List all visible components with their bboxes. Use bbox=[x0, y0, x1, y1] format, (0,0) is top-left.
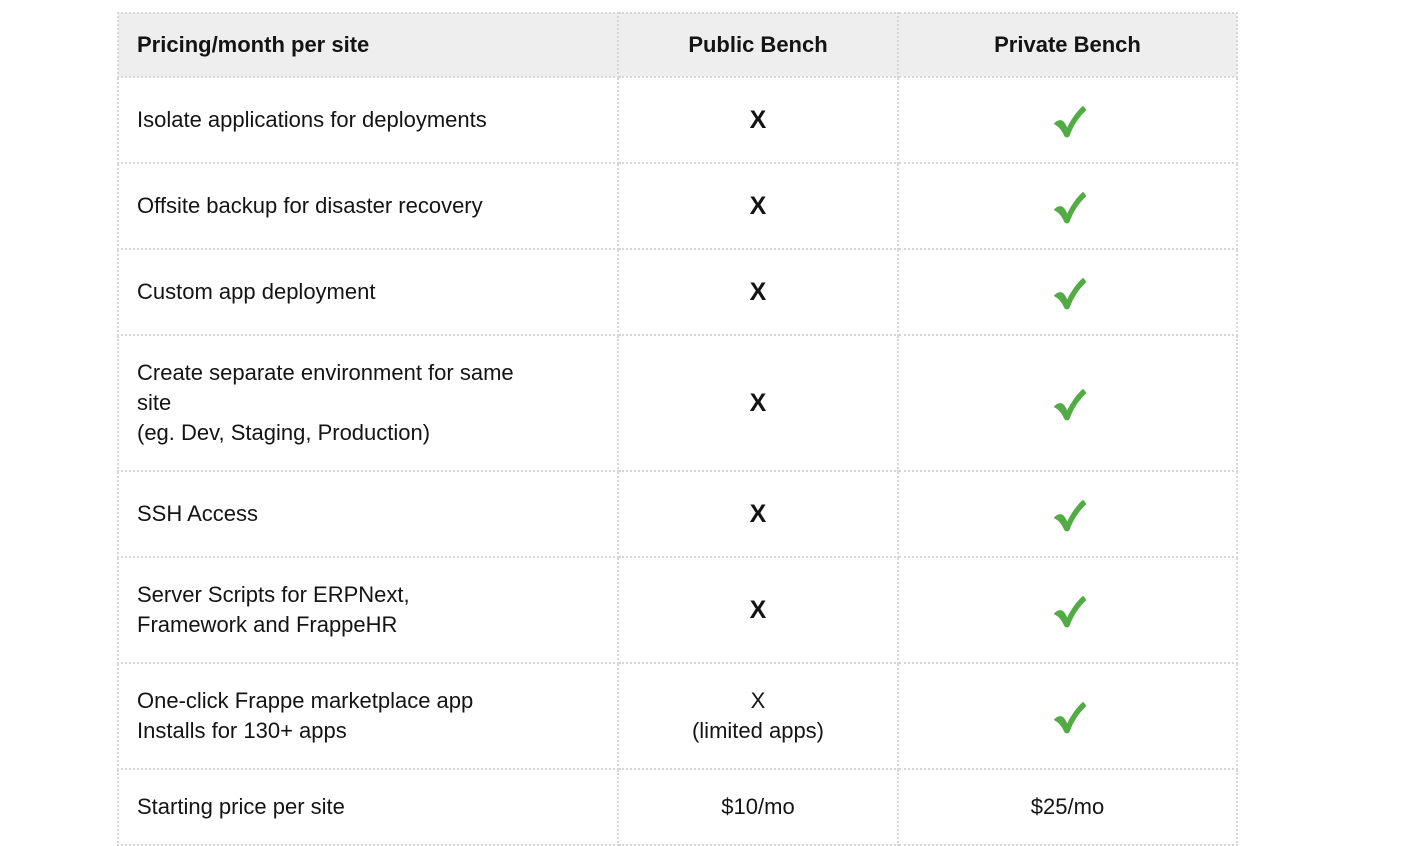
price-value: $25/mo bbox=[1030, 794, 1105, 819]
table-header: Pricing/month per site Public Bench Priv… bbox=[117, 12, 1238, 78]
cross-icon: X bbox=[749, 595, 767, 624]
feature-cell: Offsite backup for disaster recovery bbox=[117, 162, 619, 250]
check-icon bbox=[1053, 105, 1086, 138]
pricing-comparison-section: Pricing/month per site Public Bench Priv… bbox=[117, 12, 1238, 846]
cross-icon: X bbox=[749, 191, 767, 220]
cross-icon: X bbox=[749, 388, 767, 417]
private-bench-cell bbox=[897, 76, 1238, 164]
private-bench-cell bbox=[897, 334, 1238, 472]
check-icon bbox=[1053, 595, 1086, 628]
table-row: One-click Frappe marketplace app Installs… bbox=[117, 662, 1238, 770]
feature-cell: Custom app deployment bbox=[117, 248, 619, 336]
price-value: $10/mo bbox=[721, 794, 795, 819]
private-bench-column-header: Private Bench bbox=[897, 12, 1238, 78]
table-row: Offsite backup for disaster recovery X bbox=[117, 162, 1238, 250]
check-icon bbox=[1053, 701, 1086, 734]
private-bench-cell bbox=[897, 162, 1238, 250]
private-bench-cell bbox=[897, 470, 1238, 558]
cross-icon: X bbox=[749, 499, 767, 528]
check-icon bbox=[1053, 191, 1086, 224]
table-body: Isolate applications for deployments X Off… bbox=[117, 76, 1238, 846]
public-bench-cell: X bbox=[617, 556, 899, 664]
public-bench-cell: X bbox=[617, 162, 899, 250]
header-row: Pricing/month per site Public Bench Priv… bbox=[117, 12, 1238, 78]
feature-cell: Isolate applications for deployments bbox=[117, 76, 619, 164]
feature-cell: Server Scripts for ERPNext, Framework and… bbox=[117, 556, 619, 664]
table-row: Custom app deployment X bbox=[117, 248, 1238, 336]
feature-cell: One-click Frappe marketplace app Installs… bbox=[117, 662, 619, 770]
private-bench-cell: $25/mo bbox=[897, 768, 1238, 846]
pricing-table: Pricing/month per site Public Bench Priv… bbox=[117, 12, 1238, 846]
table-row: Starting price per site $10/mo $25/mo bbox=[117, 768, 1238, 846]
check-icon bbox=[1053, 277, 1086, 310]
public-bench-cell: X bbox=[617, 334, 899, 472]
table-row: Create separate environment for same site… bbox=[117, 334, 1238, 472]
public-bench-cell: X bbox=[617, 470, 899, 558]
table-row: SSH Access X bbox=[117, 470, 1238, 558]
private-bench-cell bbox=[897, 248, 1238, 336]
feature-cell: SSH Access bbox=[117, 470, 619, 558]
cross-note: (limited apps) bbox=[691, 718, 825, 743]
table-row: Server Scripts for ERPNext, Framework and… bbox=[117, 556, 1238, 664]
feature-cell: Starting price per site bbox=[117, 768, 619, 846]
cross-icon: X bbox=[749, 105, 767, 134]
private-bench-cell bbox=[897, 662, 1238, 770]
table-row: Isolate applications for deployments X bbox=[117, 76, 1238, 164]
public-bench-cell: X (limited apps) bbox=[617, 662, 899, 770]
cross-icon: X bbox=[750, 688, 766, 713]
public-bench-cell: $10/mo bbox=[617, 768, 899, 846]
feature-column-header: Pricing/month per site bbox=[117, 12, 619, 78]
check-icon bbox=[1053, 388, 1086, 421]
public-bench-cell: X bbox=[617, 248, 899, 336]
cross-icon: X bbox=[749, 277, 767, 306]
public-bench-column-header: Public Bench bbox=[617, 12, 899, 78]
feature-cell: Create separate environment for same site… bbox=[117, 334, 619, 472]
check-icon bbox=[1053, 499, 1086, 532]
public-bench-cell: X bbox=[617, 76, 899, 164]
private-bench-cell bbox=[897, 556, 1238, 664]
